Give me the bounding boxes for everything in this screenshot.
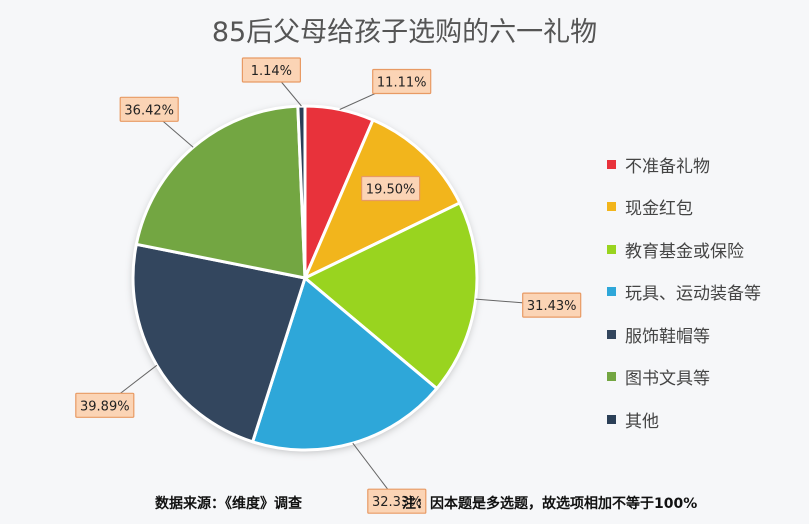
data-label-box [119, 96, 179, 122]
chart-legend: 不准备礼物现金红包教育基金或保险 玩具、运动装备等 服饰鞋帽等图书文具等其他 [607, 143, 761, 441]
pie-slice [296, 104, 307, 280]
pie-slice [303, 201, 479, 391]
legend-item: 现金红包 [607, 186, 761, 229]
data-label: 1.14% [241, 57, 301, 83]
data-label-box [241, 57, 301, 83]
legend-label: 其他 [625, 411, 659, 432]
legend-item: 教育基金或保险 [607, 228, 761, 271]
legend-swatch [607, 202, 616, 212]
data-label-text: 36.42% [124, 103, 174, 118]
chart-title: 85后父母给孩子选购的六一礼物 [211, 17, 598, 48]
data-label-box [367, 488, 427, 514]
data-label-box [361, 175, 421, 202]
footnote: 注：因本题是多选题，故选项相加不等于100% [402, 496, 698, 512]
data-source: 数据来源：《维度》调查 [155, 496, 302, 512]
legend-label: 图书文具等 [625, 369, 710, 390]
data-label: 11.11% [372, 68, 432, 95]
legend-item: 服饰鞋帽等 [607, 313, 761, 356]
legend-label: 不准备礼物 [625, 156, 710, 177]
legend-label: 服饰鞋帽等 [625, 326, 710, 347]
data-label-box [522, 292, 582, 318]
pie-slice [134, 104, 307, 280]
data-label-box [372, 68, 432, 95]
legend-label: 现金红包 [625, 199, 693, 220]
pie-slice [131, 242, 307, 444]
legend-item: 玩具、运动装备等 [607, 271, 761, 314]
legend-swatch [607, 414, 616, 424]
legend-label: 玩具、运动装备等 [625, 284, 761, 305]
legend-item: 其他 [607, 398, 761, 441]
data-label-text: 32.33% [372, 495, 422, 510]
pie-slice [251, 276, 439, 452]
legend-swatch [607, 329, 616, 339]
data-label-text: 39.89% [80, 399, 130, 414]
legend-swatch [607, 372, 616, 382]
data-label-box [75, 392, 135, 418]
data-label: 31.43% [522, 292, 582, 318]
legend-item: 图书文具等 [607, 356, 761, 399]
data-label: 19.50% [361, 175, 421, 202]
legend-swatch [607, 244, 616, 254]
legend-swatch [607, 159, 616, 169]
data-label-text: 31.43% [527, 299, 577, 314]
data-label-text: 11.11% [377, 76, 427, 91]
data-label-text: 19.50% [366, 183, 416, 198]
data-label-text: 1.14% [251, 64, 292, 79]
data-label: 36.42% [119, 96, 179, 122]
legend-item: 不准备礼物 [607, 143, 761, 186]
data-label: 39.89% [75, 392, 135, 418]
data-label: 32.33% [367, 488, 427, 514]
legend-swatch [607, 287, 616, 297]
legend-label: 教育基金或保险 [625, 241, 744, 262]
